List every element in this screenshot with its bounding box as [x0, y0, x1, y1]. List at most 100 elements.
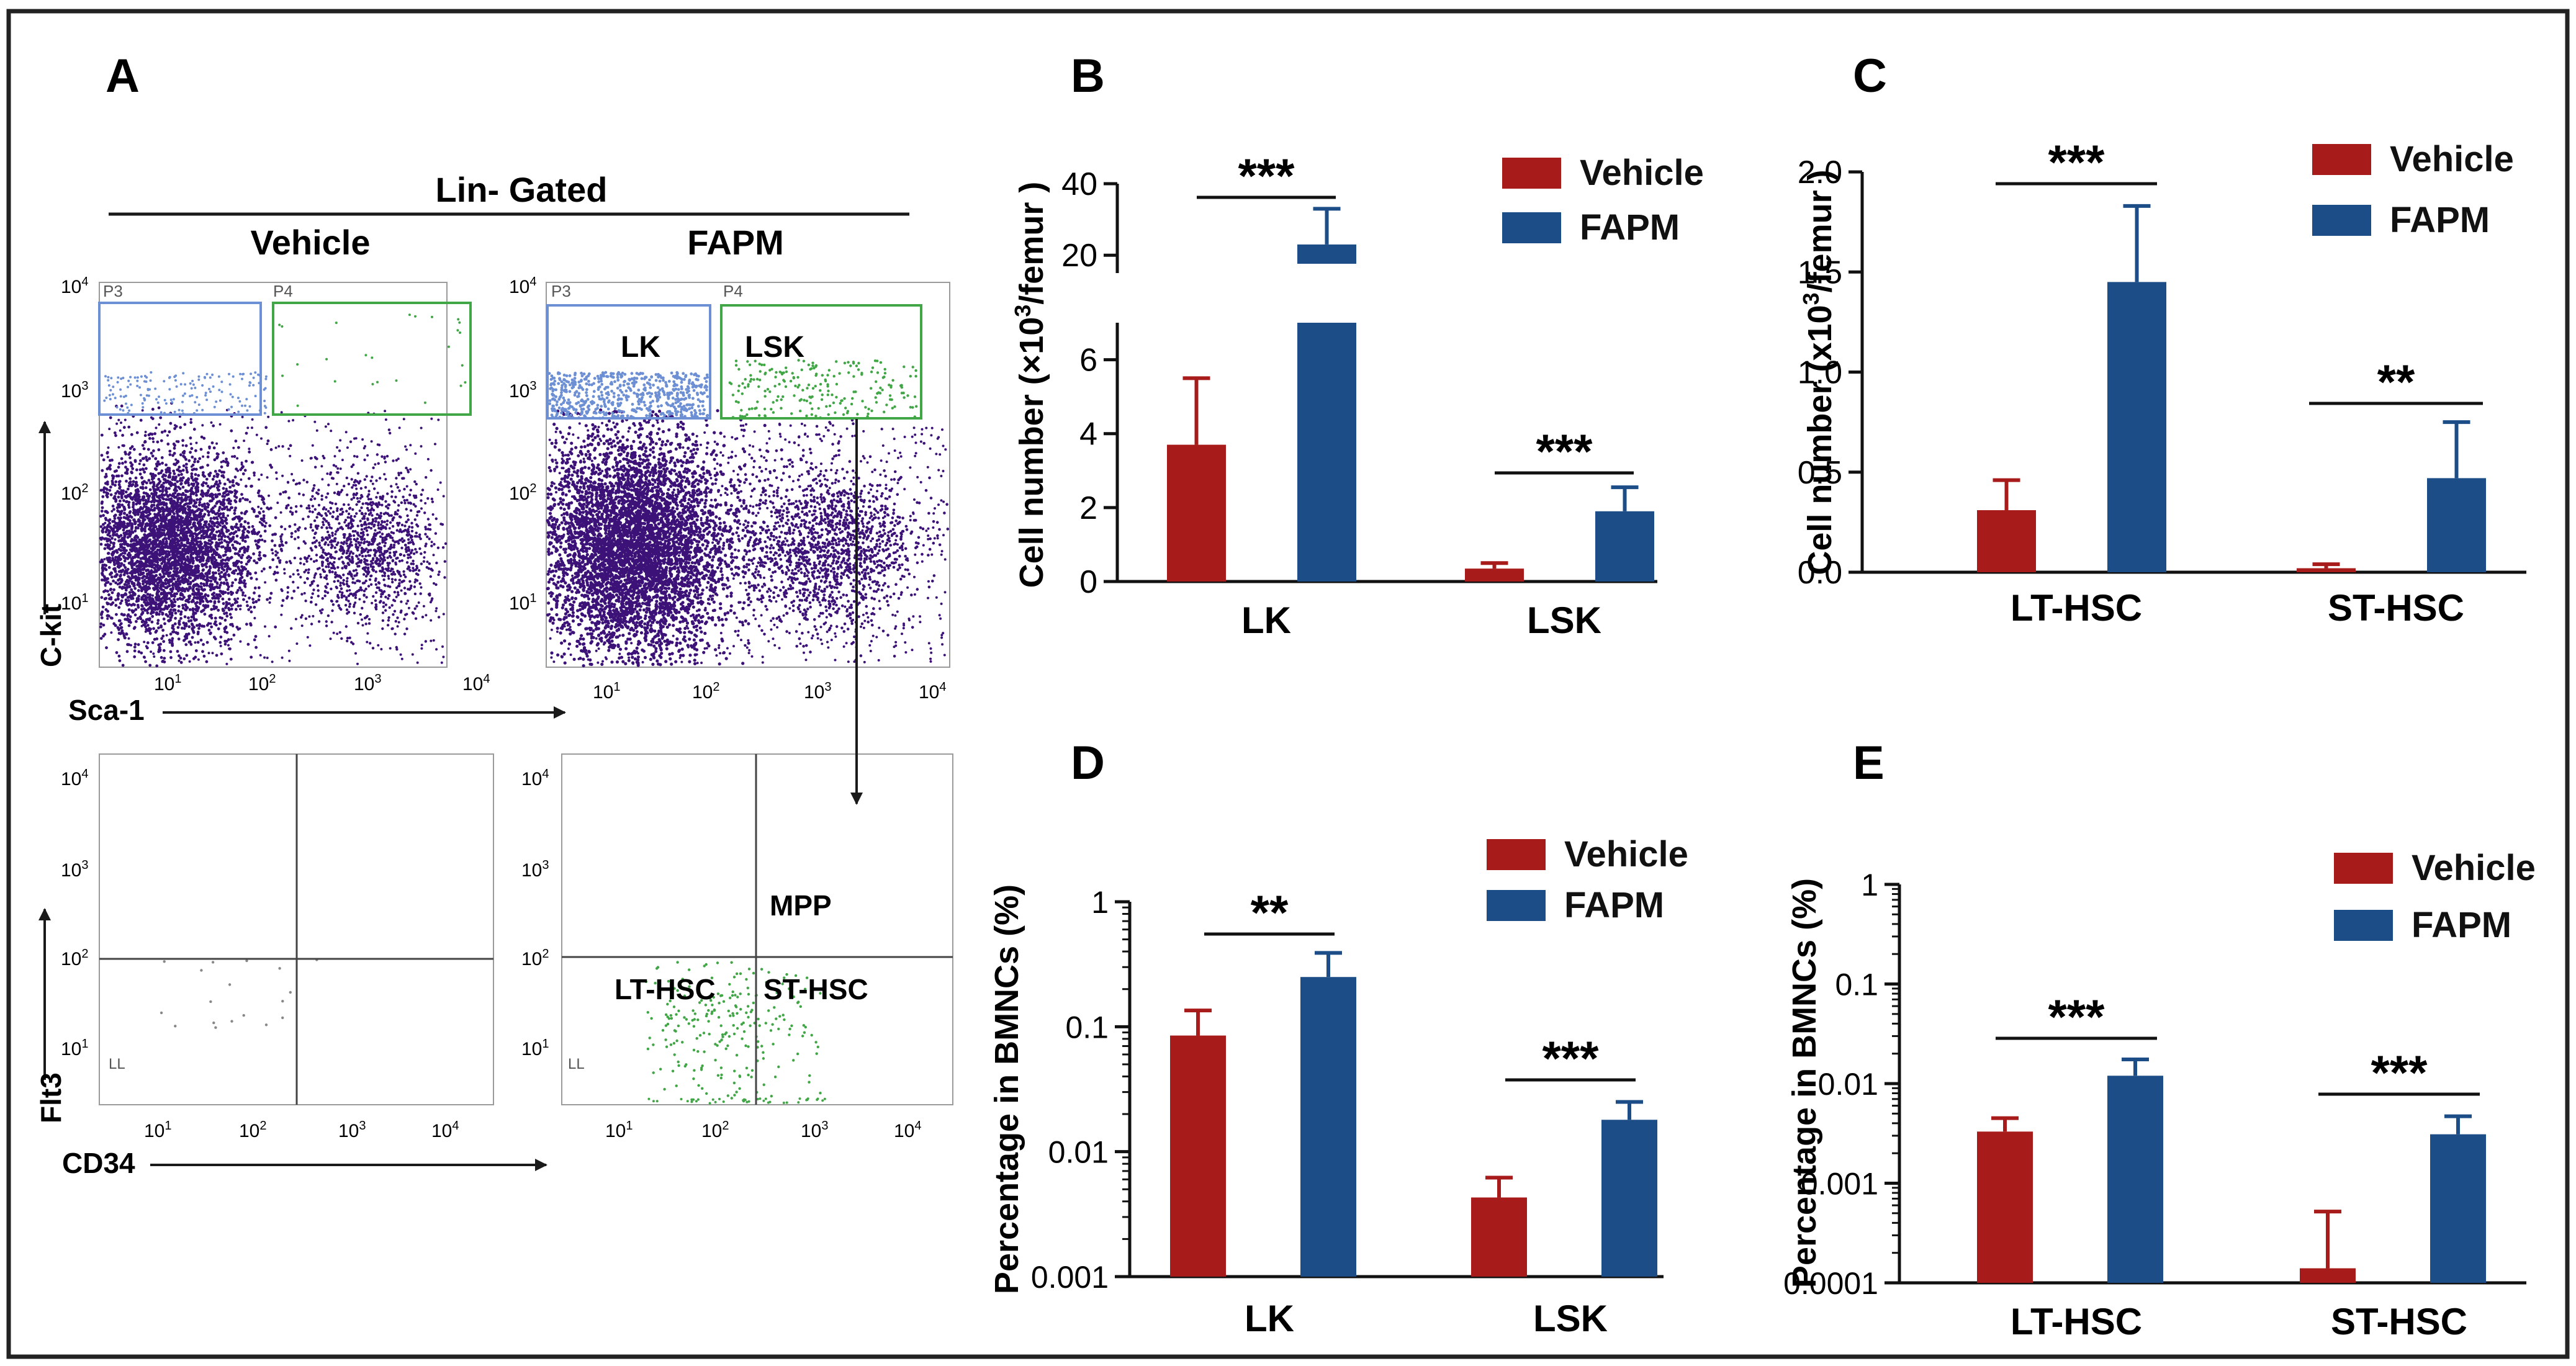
flow-event-dot	[352, 534, 356, 537]
flow-event-dot	[227, 541, 231, 544]
flow-event-dot	[406, 529, 409, 533]
flow-event-dot	[389, 534, 392, 537]
flow-event-dot	[365, 529, 369, 532]
flow-event-dot	[196, 483, 199, 487]
flow-event-dot	[388, 594, 391, 598]
flow-event-dot	[161, 485, 165, 488]
flow-event-dot	[374, 583, 378, 586]
flow-event-dot	[393, 609, 397, 613]
flow-event-dot	[187, 582, 190, 586]
flow-event-dot	[372, 595, 375, 598]
flow-event-dot	[299, 562, 302, 565]
flow-event-dot	[164, 502, 168, 506]
flow-event-dot	[121, 462, 124, 465]
flow-event-dot	[202, 643, 205, 646]
flow-event-dot	[218, 640, 222, 644]
flow-event-dot	[184, 444, 188, 447]
flow-event-dot	[204, 572, 207, 575]
flow-event-dot	[335, 530, 338, 533]
flow-event-dot	[218, 469, 222, 472]
flow-event-dot	[112, 588, 116, 591]
flow-event-dot	[223, 539, 227, 542]
flow-event-dot	[195, 558, 199, 561]
flow-event-dot	[227, 567, 231, 570]
flow-event-dot	[254, 600, 258, 603]
flow-event-dot	[231, 518, 235, 521]
flow-event-dot	[315, 559, 318, 562]
flow-event-dot	[124, 556, 127, 560]
flow-event-dot	[132, 501, 135, 505]
flow-event-dot	[140, 613, 143, 616]
flow-event-dot	[304, 527, 307, 530]
flow-event-dot	[346, 637, 349, 640]
flow-event-dot	[352, 496, 356, 500]
flow-event-dot	[430, 497, 434, 501]
flow-event-dot	[119, 516, 123, 519]
flow-event-dot	[131, 483, 135, 487]
flow-event-dot	[218, 586, 221, 590]
flow-event-dot	[398, 521, 401, 524]
flow-event-dot	[236, 483, 240, 487]
flow-event-dot	[214, 596, 218, 600]
flow-event-dot	[346, 577, 349, 580]
flow-event-dot	[106, 492, 110, 495]
flow-event-dot	[184, 550, 188, 554]
flow-event-dot	[297, 547, 300, 550]
flow-event-dot	[335, 517, 338, 521]
flow-event-dot	[294, 510, 298, 513]
flow-event-dot	[106, 451, 109, 454]
flow-event-dot	[243, 512, 246, 516]
flow-event-dot	[164, 537, 168, 541]
flow-event-dot	[200, 599, 204, 603]
flow-event-dot	[396, 591, 400, 594]
flow-event-dot	[215, 585, 218, 588]
flow-event-dot	[128, 511, 132, 514]
flow-event-dot	[191, 636, 194, 639]
flow-event-dot	[325, 514, 328, 517]
flow-event-dot	[240, 511, 243, 514]
flow-event-dot	[187, 508, 191, 512]
flow-event-dot	[210, 583, 214, 586]
flow-event-dot	[128, 456, 132, 460]
flow-event-dot	[191, 509, 194, 513]
flow-event-dot	[385, 519, 389, 523]
flow-event-dot	[368, 522, 371, 525]
flow-event-dot	[236, 604, 240, 608]
flow-event-dot	[145, 557, 148, 561]
flow-event-dot	[177, 637, 181, 640]
flow-event-dot	[153, 508, 156, 512]
flow-event-dot	[217, 553, 220, 557]
flow-event-dot	[177, 604, 181, 608]
flow-event-dot	[407, 588, 410, 591]
flow-event-dot	[174, 485, 178, 488]
flow-event-dot	[110, 572, 114, 575]
flow-event-dot	[124, 490, 128, 494]
flow-event-dot	[102, 623, 106, 627]
flow-event-dot	[153, 529, 156, 533]
flow-event-dot	[192, 428, 196, 431]
flow-event-dot	[372, 519, 375, 523]
flow-event-dot	[138, 547, 142, 551]
flow-event-dot	[307, 571, 310, 574]
flow-event-dot	[146, 593, 150, 596]
flow-event-dot	[133, 649, 137, 653]
flow-event-dot	[311, 510, 314, 514]
flow-event-dot	[100, 558, 104, 562]
flow-event-dot	[234, 506, 237, 510]
flow-event-dot	[192, 499, 196, 503]
flow-event-dot	[119, 557, 122, 561]
flow-event-dot	[132, 584, 136, 588]
flow-event-dot	[423, 511, 426, 514]
flow-event-dot	[356, 455, 359, 458]
flow-event-dot	[217, 608, 220, 612]
flow-event-dot	[194, 602, 197, 605]
flow-event-dot	[386, 569, 390, 572]
flow-event-dot	[220, 652, 223, 655]
flow-event-dot	[297, 536, 300, 539]
flow-event-dot	[202, 471, 205, 474]
flow-event-dot	[166, 546, 169, 549]
flow-event-dot	[299, 575, 302, 579]
flow-event-dot	[421, 488, 425, 492]
flow-event-dot	[221, 521, 225, 525]
flow-event-dot	[124, 465, 127, 469]
